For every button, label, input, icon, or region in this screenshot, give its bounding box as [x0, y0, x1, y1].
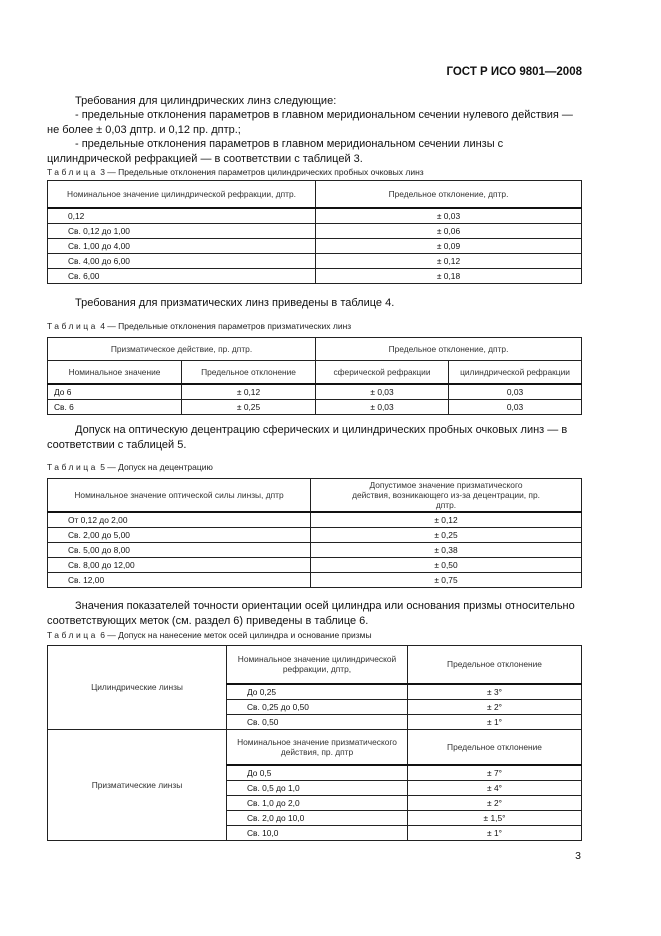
table-row: От 0,12 до 2,00 ± 0,12 [47, 511, 582, 528]
table-6: Цилиндрические линзы Номинальное значение… [47, 645, 582, 841]
table-row: Св. 4,00 до 6,00 ± 0,12 [47, 252, 582, 269]
paragraph: Значения показателей точности ориентации… [47, 600, 575, 627]
table-row: Св. 6,00 ± 0,18 [47, 267, 582, 284]
paragraph: - предельные отклонения параметров в гла… [47, 109, 573, 136]
table-row: Св. 5,00 до 8,00 ± 0,38 [47, 541, 582, 558]
table-row: Св. 1,00 до 4,00 ± 0,09 [47, 237, 582, 254]
table-row: Св. 0,5 до 1,0 ± 4° [48, 780, 582, 796]
paragraph: Требования для призматических линз приве… [75, 297, 395, 309]
table-row: Св. 12,00 ± 0,75 [47, 571, 582, 588]
table-caption: Таблица 6 — Допуск на нанесение меток ос… [47, 630, 372, 640]
paragraph: Допуск на оптическую децентрацию сфериче… [47, 424, 568, 451]
table-row: До 0,5 ± 7° [48, 764, 582, 781]
table-5: Номинальное значение оптической силы лин… [47, 478, 582, 588]
table-caption: Таблица 4 — Предельные отклонения параме… [47, 321, 352, 331]
table-row: Св. 6 ± 0,25 ± 0,03 0,03 [47, 398, 582, 415]
table-row: До 0,25 ± 3° [48, 683, 582, 700]
paragraph: Требования для цилиндрических линз следу… [75, 95, 337, 107]
page-number: 3 [575, 850, 581, 862]
table-caption: Таблица 3 — Предельные отклонения параме… [47, 167, 424, 177]
table-row: 0,12 ± 0,03 [47, 207, 582, 224]
table-caption: Таблица 5 — Допуск на децентрацию [47, 462, 213, 472]
table-row: Св. 1,0 до 2,0 ± 2° [48, 795, 582, 811]
document-header: ГОСТ Р ИСО 9801—2008 [446, 66, 582, 78]
table-3: Номинальное значение цилиндрической рефр… [47, 180, 582, 284]
table-row: Св. 8,00 до 12,00 ± 0,50 [47, 556, 582, 573]
table-row: Св. 0,25 до 0,50 ± 2° [48, 698, 582, 715]
table-row: Св. 2,00 до 5,00 ± 0,25 [47, 526, 582, 543]
table-row: Св. 0,12 до 1,00 ± 0,06 [47, 222, 582, 239]
table-4: Призматическое действие, пр. дптр. Предел… [46, 337, 582, 415]
paragraph: - предельные отклонения параметров в гла… [47, 138, 504, 165]
table-row: Св. 10,0 ± 1° [48, 825, 582, 841]
table-row: До 6 ± 0,12 ± 0,03 0,03 [47, 383, 582, 400]
